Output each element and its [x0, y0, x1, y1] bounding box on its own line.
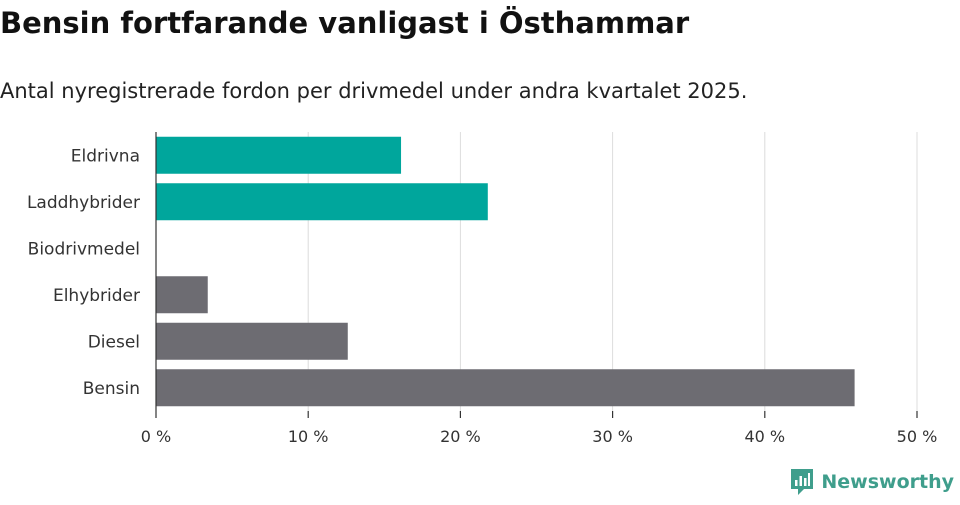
- bar-diesel: [156, 322, 348, 360]
- category-labels: Eldrivna Laddhybrider Biodrivmedel Elhybrid…: [27, 146, 140, 399]
- x-tick-label: 30 %: [592, 427, 633, 446]
- x-tick-label: 20 %: [440, 427, 481, 446]
- bar-bensin: [156, 369, 855, 407]
- x-axis: 0 % 10 % 20 % 30 % 40 % 50 %: [141, 132, 938, 446]
- category-label: Laddhybrider: [27, 193, 140, 213]
- x-tick-label: 40 %: [744, 427, 785, 446]
- bar-chart: Eldrivna Laddhybrider Biodrivmedel Elhybrid…: [27, 132, 938, 446]
- category-label: Bensin: [83, 379, 140, 399]
- category-label: Elhybrider: [53, 286, 140, 306]
- x-tick-label: 0 %: [141, 427, 171, 446]
- grid-lines: [307, 132, 918, 411]
- x-tick-label: 50 %: [897, 427, 938, 446]
- bar-elhybrider: [156, 276, 208, 314]
- bar-eldrivna: [156, 136, 402, 174]
- newsworthy-logo-icon: [791, 469, 814, 495]
- bars: [156, 136, 855, 407]
- chart-title: Bensin fortfarande vanligast i Östhammar: [0, 6, 690, 40]
- x-tick-label: 10 %: [288, 427, 329, 446]
- brand-name: Newsworthy: [821, 471, 954, 493]
- category-label: Diesel: [88, 332, 140, 352]
- bar-laddhybrider: [156, 183, 488, 221]
- category-label: Biodrivmedel: [28, 239, 140, 259]
- chart-subtitle: Antal nyregistrerade fordon per drivmede…: [0, 79, 748, 103]
- newsworthy-brand: Newsworthy: [789, 467, 954, 497]
- category-label: Eldrivna: [71, 146, 140, 166]
